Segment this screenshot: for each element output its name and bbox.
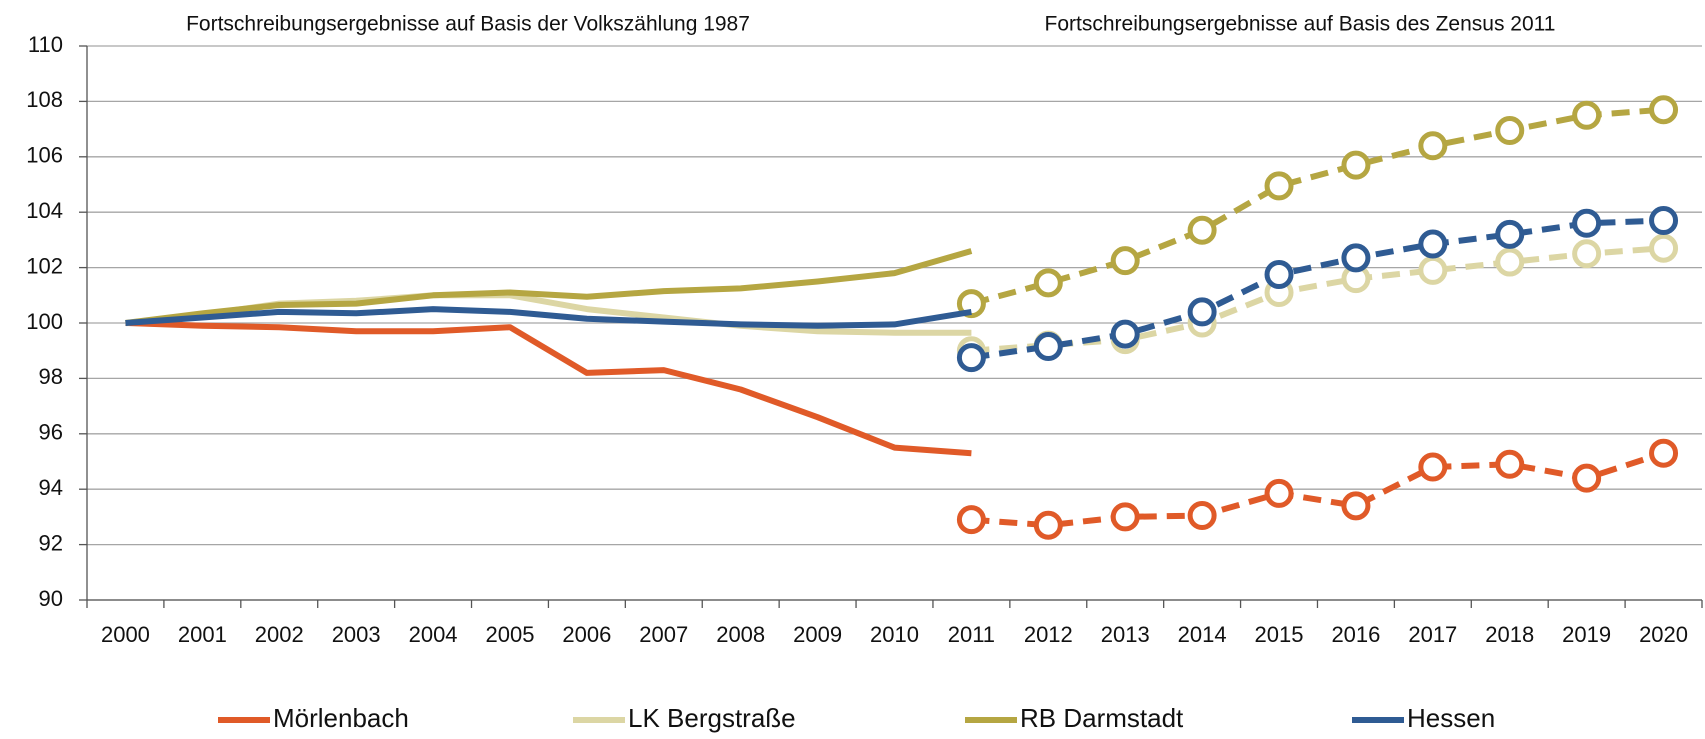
x-tick-label: 2005 bbox=[485, 622, 534, 647]
x-tick-label: 2019 bbox=[1562, 622, 1611, 647]
series-line bbox=[125, 248, 973, 326]
marker bbox=[1033, 332, 1063, 362]
marker bbox=[956, 505, 986, 535]
marker bbox=[1418, 255, 1448, 285]
x-tick-label: 2007 bbox=[639, 622, 688, 647]
marker bbox=[1418, 131, 1448, 161]
series-line bbox=[125, 320, 972, 457]
x-tick-label: 2013 bbox=[1101, 622, 1150, 647]
y-tick-label: 104 bbox=[26, 198, 63, 223]
x-tick-label: 2020 bbox=[1639, 622, 1688, 647]
marker bbox=[1033, 268, 1063, 298]
marker bbox=[1495, 247, 1525, 277]
x-tick-label: 2004 bbox=[409, 622, 458, 647]
marker bbox=[1187, 297, 1217, 327]
marker bbox=[956, 343, 986, 373]
annotation: Fortschreibungsergebnisse auf Basis der … bbox=[186, 13, 750, 36]
marker bbox=[1264, 260, 1294, 290]
marker bbox=[1341, 150, 1371, 180]
x-tick-label: 2001 bbox=[178, 622, 227, 647]
y-tick-label: 110 bbox=[28, 32, 63, 57]
y-tick-label: 100 bbox=[26, 309, 63, 334]
marker bbox=[1495, 219, 1525, 249]
census-line bbox=[971, 450, 1665, 529]
legend-label: Mörlenbach bbox=[273, 703, 409, 733]
marker bbox=[1110, 502, 1140, 532]
x-tick-label: 2009 bbox=[793, 622, 842, 647]
marker bbox=[1418, 229, 1448, 259]
marker bbox=[1187, 215, 1217, 245]
census-line bbox=[970, 106, 1664, 307]
marker bbox=[1495, 115, 1525, 145]
y-tick-label: 108 bbox=[26, 87, 63, 112]
marker bbox=[1572, 100, 1602, 130]
x-tick-label: 2017 bbox=[1408, 622, 1457, 647]
x-tick-label: 2006 bbox=[562, 622, 611, 647]
marker bbox=[1572, 208, 1602, 238]
x-tick-label: 2018 bbox=[1485, 622, 1534, 647]
series-line bbox=[125, 306, 972, 329]
x-tick-label: 2015 bbox=[1255, 622, 1304, 647]
x-tick-label: 2012 bbox=[1024, 622, 1073, 647]
x-tick-label: 2010 bbox=[870, 622, 919, 647]
y-tick-label: 94 bbox=[39, 475, 63, 500]
legend-label: Hessen bbox=[1407, 703, 1495, 733]
legend-label: RB Darmstadt bbox=[1020, 703, 1184, 733]
marker bbox=[1110, 319, 1140, 349]
x-tick-label: 2003 bbox=[332, 622, 381, 647]
legend-label: LK Bergstraße bbox=[628, 703, 796, 733]
census-line bbox=[971, 245, 1664, 354]
marker bbox=[1187, 501, 1217, 531]
x-tick-label: 2000 bbox=[101, 622, 150, 647]
annotation: Fortschreibungsergebnisse auf Basis des … bbox=[1045, 13, 1556, 36]
marker bbox=[1649, 206, 1679, 236]
marker bbox=[1341, 491, 1371, 521]
y-tick-label: 90 bbox=[39, 586, 63, 611]
marker bbox=[1264, 478, 1294, 508]
census-line bbox=[970, 217, 1664, 361]
marker bbox=[1418, 452, 1448, 482]
marker bbox=[1572, 463, 1602, 493]
marker bbox=[1264, 171, 1294, 201]
marker bbox=[1033, 510, 1063, 540]
x-tick-label: 2014 bbox=[1178, 622, 1227, 647]
marker bbox=[1649, 233, 1679, 263]
y-tick-label: 96 bbox=[39, 420, 63, 445]
marker bbox=[1572, 239, 1602, 269]
y-tick-label: 102 bbox=[26, 253, 63, 278]
marker bbox=[1110, 246, 1140, 276]
y-tick-label: 98 bbox=[39, 364, 63, 389]
x-tick-label: 2016 bbox=[1331, 622, 1380, 647]
marker bbox=[956, 289, 986, 319]
marker bbox=[1649, 438, 1679, 468]
y-tick-label: 92 bbox=[39, 530, 63, 555]
marker bbox=[1341, 243, 1371, 273]
x-tick-label: 2008 bbox=[716, 622, 765, 647]
marker bbox=[1649, 95, 1679, 125]
x-tick-label: 2002 bbox=[255, 622, 304, 647]
y-tick-label: 106 bbox=[26, 143, 63, 168]
x-tick-label: 2011 bbox=[948, 622, 995, 647]
marker bbox=[1495, 449, 1525, 479]
